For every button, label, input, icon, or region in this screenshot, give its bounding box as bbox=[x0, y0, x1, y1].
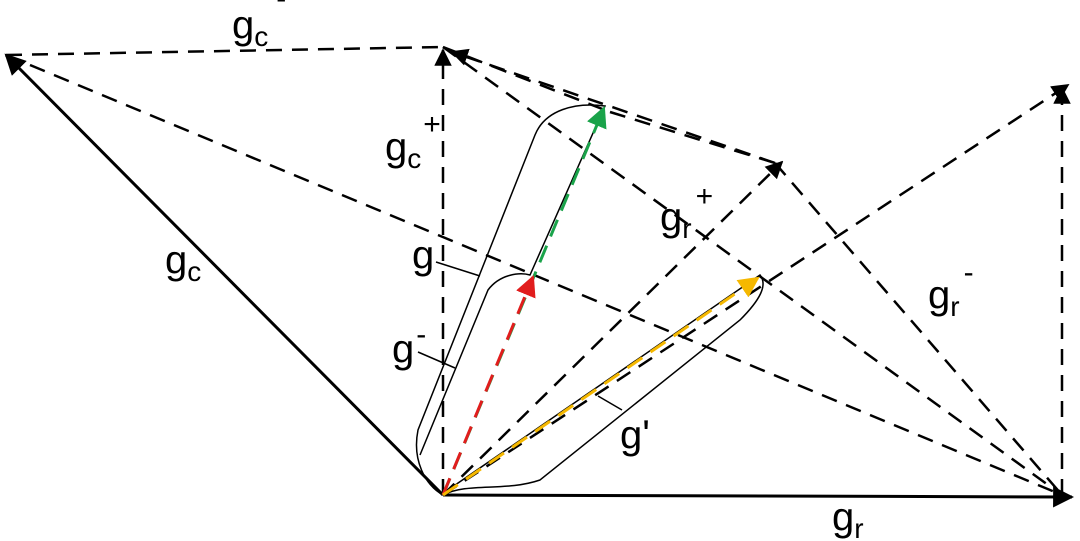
g-leader bbox=[435, 261, 481, 277]
label-gc-plus: gc+ bbox=[385, 108, 441, 174]
label-gr-bottom: gr bbox=[832, 495, 864, 541]
gr-vector bbox=[442, 486, 1075, 508]
label-gc-left: gc bbox=[165, 238, 201, 287]
red-vector bbox=[441, 275, 536, 496]
gc-vector bbox=[4, 53, 445, 497]
right-edge bbox=[774, 162, 1063, 496]
g-minus-leader bbox=[417, 351, 456, 369]
g-capsule-outline bbox=[415, 104, 607, 496]
label-g: g bbox=[412, 233, 434, 277]
label-gc-top: gc- bbox=[232, 0, 286, 52]
label-gr-minus: gr- bbox=[928, 256, 974, 322]
top-edge-2 bbox=[609, 110, 776, 165]
top-return-vector bbox=[450, 48, 776, 165]
label-g-minus: g- bbox=[392, 318, 426, 371]
gr-plus-vector bbox=[442, 160, 784, 496]
yellow-vector bbox=[442, 276, 760, 497]
g-prime-leader bbox=[597, 395, 623, 411]
origin-to-top-right-vector bbox=[442, 83, 1070, 497]
g-prime-capsule-outline bbox=[442, 273, 764, 496]
diag-top-to-right bbox=[442, 45, 1063, 497]
label-gr-plus: gr+ bbox=[660, 180, 713, 244]
gc-minus-dash bbox=[5, 45, 444, 57]
label-g-prime: g' bbox=[620, 413, 650, 457]
